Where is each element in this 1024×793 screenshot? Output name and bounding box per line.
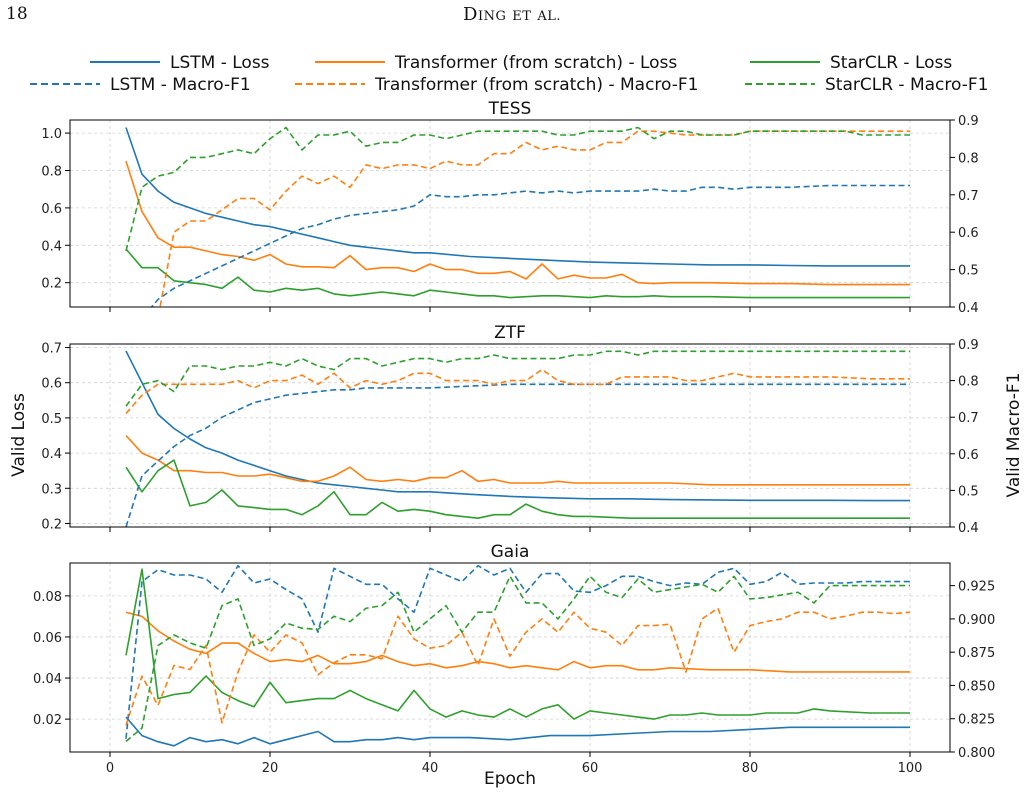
- right-tick-label: 0.7: [958, 411, 979, 426]
- plot-frame: [69, 562, 951, 753]
- page-number: 18: [6, 4, 28, 24]
- left-tick-label: 0.8: [41, 164, 62, 179]
- legend-label: StarCLR - Macro-F1: [825, 75, 988, 95]
- right-tick-label: 0.925: [958, 580, 995, 595]
- right-tick-label: 0.7: [958, 189, 979, 204]
- right-tick-label: 0.6: [958, 448, 979, 463]
- series-line-transformer-from-scratch-loss: [125, 160, 910, 286]
- left-tick-label: 0.4: [41, 447, 62, 462]
- legend-label: Transformer (from scratch) - Loss: [394, 53, 677, 73]
- right-tick-label: 0.4: [958, 521, 979, 536]
- plot-frame: [69, 119, 951, 308]
- left-tick-label: 0.04: [33, 672, 62, 687]
- right-tick-label: 0.9: [958, 114, 979, 129]
- y-axis-label-left: Valid Loss: [9, 393, 29, 477]
- series-line-transformer-from-scratch-loss: [125, 611, 910, 673]
- legend-label: StarCLR - Loss: [830, 53, 952, 73]
- right-tick-label: 0.875: [958, 646, 995, 661]
- left-tick-label: 0.5: [41, 412, 62, 427]
- series-line-lstm-loss: [125, 127, 910, 267]
- right-tick-label: 0.850: [958, 679, 995, 694]
- page-header: 18 Ding et al.: [0, 0, 1024, 40]
- right-tick-label: 0.8: [958, 375, 979, 390]
- x-tick-label: 40: [422, 761, 439, 776]
- left-tick-label: 0.3: [41, 482, 62, 497]
- left-tick-label: 0.7: [41, 342, 62, 357]
- panel-title: ZTF: [494, 323, 526, 343]
- left-tick-label: 0.2: [41, 277, 62, 292]
- series-group: [125, 564, 911, 747]
- left-tick-label: 0.02: [33, 713, 62, 728]
- series-line-starclr-macro-f1: [125, 350, 910, 407]
- panel-tess: 0.2 0.4 0.6 0.8 1.0 0.4 0.5 0.6 0.7 0.8 0.9 TESS: [41, 99, 979, 316]
- running-head: Ding et al.: [0, 4, 1024, 25]
- legend-label: LSTM - Macro-F1: [110, 75, 251, 95]
- left-tick-label: 0.6: [41, 377, 62, 392]
- series-line-lstm-loss: [125, 716, 910, 747]
- x-tick-label: 20: [262, 761, 279, 776]
- left-tick-label: 0.06: [33, 631, 62, 646]
- series-line-transformer-from-scratch-macro-f1: [125, 368, 910, 415]
- series-line-lstm-macro-f1: [125, 383, 910, 527]
- x-axis-label: Epoch: [484, 769, 536, 789]
- running-head-text: Ding et al.: [463, 4, 561, 25]
- series-line-lstm-macro-f1: [150, 184, 910, 307]
- panel-gaia: 0.02 0.04 0.06 0.08 0.800 0.825 0.850 0.875 0.90…: [33, 542, 995, 776]
- right-tick-label: 0.5: [958, 264, 979, 279]
- x-tick-label: 0: [106, 761, 114, 776]
- legend-label: LSTM - Loss: [170, 53, 270, 73]
- right-tick-label: 0.8: [958, 151, 979, 166]
- series-group: [125, 350, 910, 527]
- series-line-lstm-macro-f1: [125, 564, 910, 739]
- series-line-starclr-loss: [125, 459, 910, 520]
- right-tick-label: 0.4: [958, 301, 979, 316]
- left-tick-label: 0.6: [41, 202, 62, 217]
- left-tick-label: 1.0: [41, 127, 62, 142]
- right-tick-label: 0.800: [958, 746, 995, 761]
- right-tick-label: 0.900: [958, 613, 995, 628]
- left-tick-label: 0.4: [41, 239, 62, 254]
- left-tick-label: 0.2: [41, 517, 62, 532]
- panel-title: Gaia: [491, 542, 530, 562]
- legend: LSTM - Loss Transformer (from scratch) - …: [30, 53, 988, 95]
- right-tick-label: 0.825: [958, 713, 995, 728]
- series-line-starclr-macro-f1: [125, 126, 910, 252]
- panel-title: TESS: [488, 99, 532, 119]
- series-line-transformer-from-scratch-macro-f1: [159, 130, 910, 307]
- x-tick-label: 80: [742, 761, 759, 776]
- series-line-lstm-loss: [125, 350, 910, 502]
- series-line-transformer-from-scratch-macro-f1: [125, 607, 911, 726]
- right-tick-label: 0.6: [958, 226, 979, 241]
- y-axis-label-right: Valid Macro-F1: [1004, 373, 1024, 498]
- plot-frame: [69, 343, 951, 528]
- x-tick-label: 100: [898, 761, 923, 776]
- series-line-starclr-macro-f1: [125, 575, 910, 743]
- series-line-starclr-loss: [125, 568, 910, 720]
- series-line-transformer-from-scratch-loss: [125, 434, 910, 486]
- series-group: [125, 126, 910, 307]
- x-tick-label: 60: [582, 761, 599, 776]
- right-tick-label: 0.5: [958, 484, 979, 499]
- panel-ztf: 0.2 0.3 0.4 0.5 0.6 0.7 0.4 0.5 0.6 0.7 0.8 0.9 ZTF: [41, 323, 978, 536]
- right-tick-label: 0.9: [958, 338, 979, 353]
- left-tick-label: 0.08: [33, 590, 62, 605]
- series-line-starclr-loss: [125, 248, 910, 299]
- legend-label: Transformer (from scratch) - Macro-F1: [374, 75, 698, 95]
